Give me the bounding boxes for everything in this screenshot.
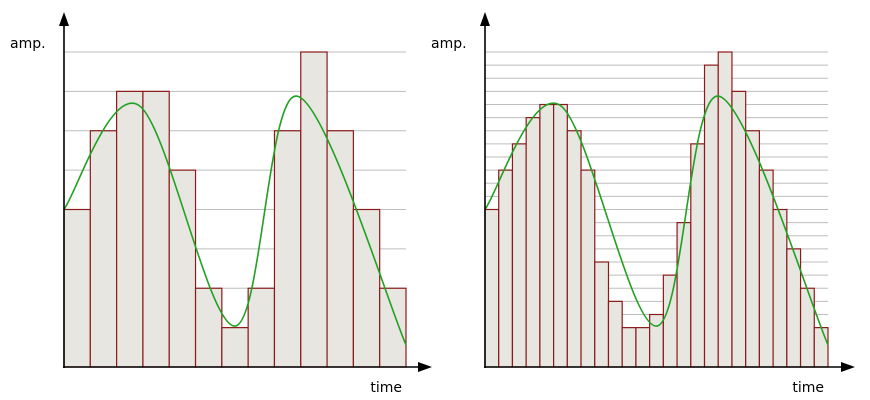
signal-curve [63,95,407,346]
sample-bar [607,300,623,368]
sample-bar [247,287,276,368]
sample-bar [731,90,747,368]
sample-bar [566,130,582,368]
sample-bar [273,130,302,368]
sample-bar [525,117,541,368]
sample-bar [511,143,527,368]
sample-bar [813,327,829,368]
sample-bar [799,287,815,368]
x-axis-label: time [792,380,824,396]
sample-bar [758,169,774,368]
sample-bar [621,327,637,368]
sample-bar [484,208,500,368]
sample-bar [552,103,568,368]
sample-bar [594,261,610,368]
sample-bar [539,103,555,368]
sample-bar [498,169,514,368]
sample-bar [635,327,651,368]
sample-bar [676,222,692,368]
sample-bar [300,51,328,368]
sample-bar [221,327,249,368]
sample-bars [63,51,407,368]
y-axis-label: amp. [431,36,467,52]
sample-bar [168,169,197,368]
sample-bar [89,130,118,368]
x-axis-arrow-icon [418,362,432,372]
sample-bar [690,143,706,368]
panel-fine-quantization: amp. time [431,12,855,396]
sample-bar [194,287,223,368]
sample-bar [116,90,144,368]
sample-bar [352,208,381,368]
x-axis-label: time [370,380,402,396]
sample-bar [772,208,788,368]
panel-coarse-quantization: amp. time [10,12,432,396]
sample-bar [379,287,407,368]
sample-bar [745,130,760,368]
y-axis-arrow-icon [480,12,490,26]
sample-bar [63,208,91,368]
sample-bar [326,130,354,368]
signal-curve [484,95,829,346]
y-axis-label: amp. [10,36,46,52]
sample-bars [484,51,829,368]
sample-bar [580,169,596,368]
y-axis-arrow-icon [59,12,69,26]
sample-bar [662,274,678,368]
x-axis-arrow-icon [841,362,855,372]
